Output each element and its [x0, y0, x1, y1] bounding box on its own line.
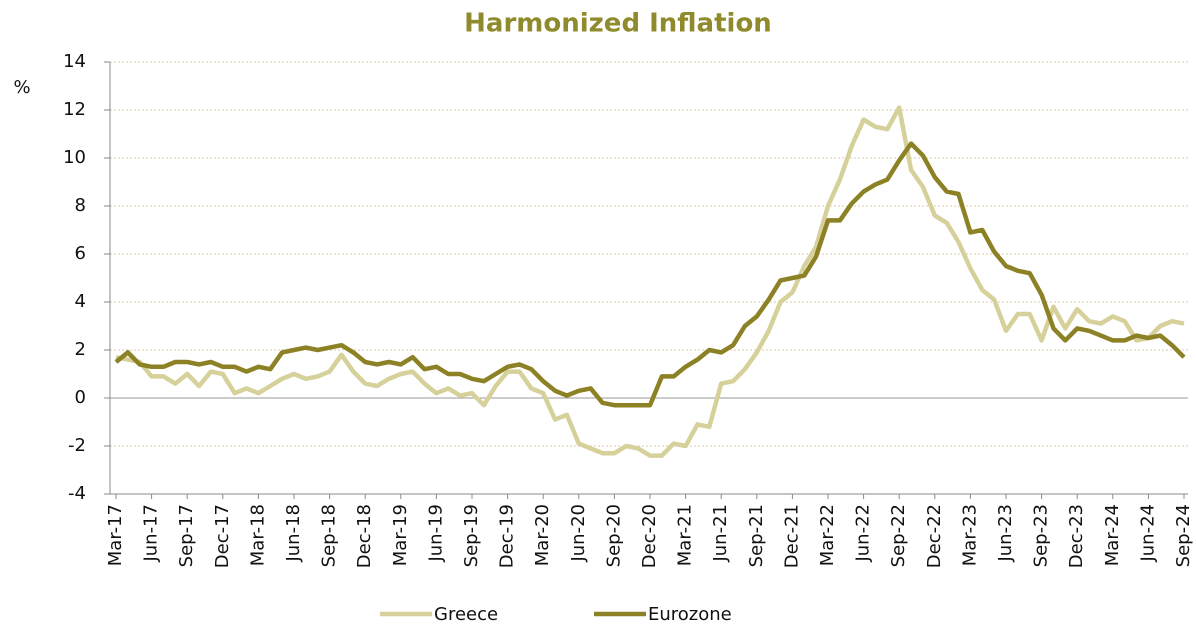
x-tick-label: Sep-19 [461, 504, 482, 567]
x-tick-label: Sep-18 [319, 504, 340, 567]
y-tick-label: 12 [63, 99, 86, 120]
y-tick-label: 8 [75, 195, 86, 216]
x-tick-label: Dec-18 [354, 504, 375, 568]
x-tick-label: Mar-21 [675, 504, 696, 566]
series-line [115, 105, 1185, 458]
y-tick-label: -2 [68, 435, 86, 456]
x-tick-label: Dec-23 [1066, 504, 1087, 568]
x-tick-label: Dec-21 [781, 504, 802, 568]
y-axis-label: % [13, 77, 30, 98]
y-tick-label: 10 [63, 147, 86, 168]
series-line [114, 141, 1186, 408]
x-tick-label: Jun-21 [710, 504, 731, 563]
x-tick-label: Jun-17 [141, 504, 162, 563]
legend-label: Greece [434, 604, 498, 625]
y-tick-label: 0 [75, 387, 86, 408]
x-tick-label: Sep-22 [888, 504, 909, 567]
x-tick-label: Jun-23 [995, 504, 1016, 563]
chart-title: Harmonized Inflation [464, 9, 772, 39]
legend-label: Eurozone [648, 604, 732, 625]
x-tick-label: Jun-19 [425, 504, 446, 563]
x-tick-label: Mar-23 [959, 504, 980, 566]
y-tick-label: 6 [75, 243, 86, 264]
x-tick-label: Mar-19 [390, 504, 411, 566]
y-tick-label: 14 [63, 51, 86, 72]
x-tick-label: Mar-18 [247, 504, 268, 566]
x-tick-label: Dec-17 [212, 504, 233, 568]
x-tick-label: Dec-22 [924, 504, 945, 568]
y-tick-label: 2 [75, 339, 86, 360]
x-tick-label: Jun-24 [1137, 504, 1158, 563]
x-tick-label: Mar-20 [532, 504, 553, 566]
y-tick-label: 4 [75, 291, 86, 312]
x-tick-label: Mar-17 [105, 504, 126, 566]
x-tick-label: Mar-24 [1102, 504, 1123, 566]
x-tick-label: Sep-20 [603, 504, 624, 567]
x-tick-label: Jun-20 [568, 504, 589, 563]
x-tick-label: Mar-22 [817, 504, 838, 566]
x-tick-label: Sep-24 [1173, 504, 1194, 567]
x-tick-label: Dec-20 [639, 504, 660, 568]
x-tick-label: Jun-22 [853, 504, 874, 563]
x-tick-label: Jun-18 [283, 504, 304, 563]
x-tick-label: Sep-23 [1031, 504, 1052, 567]
y-tick-label: -4 [68, 483, 86, 504]
x-tick-label: Sep-17 [176, 504, 197, 567]
x-tick-label: Sep-21 [746, 504, 767, 567]
x-tick-label: Dec-19 [497, 504, 518, 568]
